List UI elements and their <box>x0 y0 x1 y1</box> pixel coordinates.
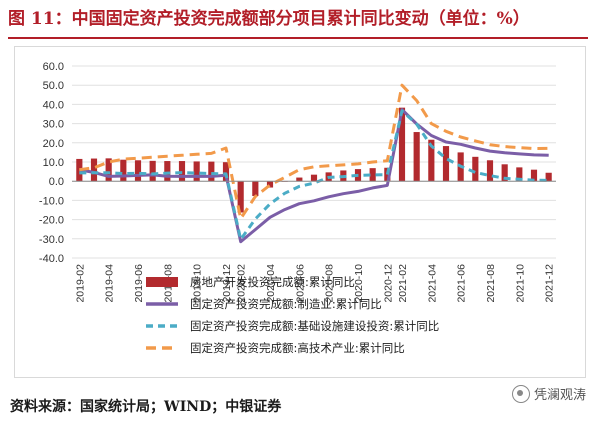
x-tick-label: 2020-08 <box>324 264 336 303</box>
bar-realestate <box>120 159 127 182</box>
y-tick-label: -30.0 <box>39 234 64 246</box>
bar-realestate <box>252 181 259 196</box>
source-note: 资料来源：国家统计局；WIND；中银证券 <box>10 399 282 415</box>
bar-realestate <box>428 139 435 182</box>
bar-realestate <box>486 160 494 182</box>
bar-realestate <box>164 161 171 182</box>
bar-realestate <box>472 156 479 182</box>
bar-realestate <box>398 107 406 182</box>
y-tick-label: 40.0 <box>43 99 64 111</box>
x-tick-label: 2021-08 <box>485 264 497 303</box>
bar-realestate <box>90 158 98 182</box>
legend-label: 固定资产投资完成额:基础设施建设投资:累计同比 <box>190 319 439 333</box>
x-tick-label: 2021-10 <box>514 264 526 303</box>
x-tick-label: 2021-12 <box>544 264 556 303</box>
bar-realestate <box>266 181 274 188</box>
y-tick-label: 20.0 <box>43 138 64 150</box>
x-tick-label: 2021-06 <box>456 264 468 303</box>
bar-realestate <box>237 181 244 213</box>
y-tick-label: 30.0 <box>43 119 64 131</box>
y-tick-label: -40.0 <box>39 253 64 265</box>
bar-realestate <box>105 158 112 182</box>
legend-label: 房地产开发投资完成额:累计同比 <box>190 275 355 289</box>
bar-realestate <box>222 162 230 182</box>
line-hightech <box>79 83 549 221</box>
bar-realestate <box>369 168 376 182</box>
y-tick-label: 50.0 <box>43 80 64 92</box>
legend-label: 固定资产投资完成额:高技术产业:累计同比 <box>190 341 405 355</box>
x-tick-label: 2019-12 <box>221 264 233 303</box>
bar-realestate <box>501 164 508 182</box>
bar-realestate <box>193 161 200 182</box>
x-tick-label: 2020-04 <box>265 264 277 303</box>
x-tick-label: 2020-06 <box>294 264 306 303</box>
watermark-text: 凭澜观涛 <box>533 388 586 403</box>
chart-title: 图 11：中国固定资产投资完成额部分项目累计同比变动（单位：%） <box>8 9 530 29</box>
x-tick-label: 2021-02 <box>397 264 409 303</box>
x-tick-label: 2019-10 <box>192 264 204 303</box>
x-tick-label: 2020-10 <box>353 264 365 303</box>
title-rule <box>8 37 588 39</box>
bar-realestate <box>149 160 156 182</box>
legend-label: 固定资产投资完成额:制造业:累计同比 <box>190 297 382 311</box>
line-manufacturing <box>79 108 549 244</box>
y-tick-label: -20.0 <box>39 215 64 227</box>
bar-realestate <box>545 172 552 182</box>
x-tick-label: 2020-02 <box>236 264 248 303</box>
x-tick-label: 2021-04 <box>426 264 438 303</box>
y-tick-label: 0.0 <box>49 176 64 188</box>
bar-realestate <box>413 132 420 182</box>
bar-realestate <box>442 146 450 182</box>
bar-realestate <box>134 160 142 182</box>
bar-realestate <box>208 161 215 182</box>
x-tick-label: 2019-04 <box>104 264 116 303</box>
chart-frame <box>14 46 586 378</box>
bar-realestate <box>310 174 318 182</box>
x-tick-label: 2020-12 <box>382 264 394 303</box>
x-tick-label: 2019-02 <box>74 264 86 303</box>
watermark: 凭澜观涛 <box>511 384 586 403</box>
bar-realestate <box>296 177 303 182</box>
legend-swatch-realestate <box>146 277 178 287</box>
y-tick-label: 10.0 <box>43 157 64 169</box>
bar-realestate <box>516 167 523 182</box>
chart-svg: 60.0 50.0 40.0 30.0 20.0 10.0 0.0 -10.0 -20.0 -30… <box>39 61 556 355</box>
x-tick-label: 2019-06 <box>133 264 145 303</box>
y-tick-label: -10.0 <box>39 195 64 207</box>
line-infrastructure <box>79 109 549 241</box>
wechat-icon <box>511 384 530 403</box>
y-tick-label: 60.0 <box>43 61 64 73</box>
bar-realestate <box>530 169 538 182</box>
